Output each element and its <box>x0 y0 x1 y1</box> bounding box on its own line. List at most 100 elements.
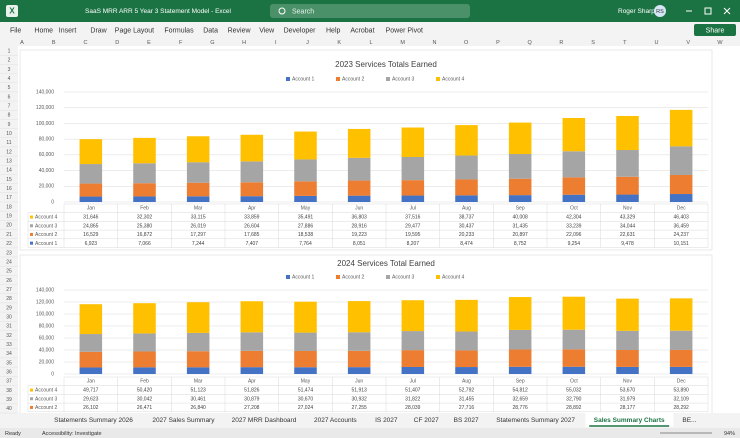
sheet-tab[interactable]: 2027 MRR Dashboard <box>232 417 297 424</box>
menu-item[interactable]: Insert <box>59 27 77 34</box>
sheet-tab[interactable]: Statements Summary 2027 <box>496 417 575 424</box>
avatar[interactable] <box>654 5 666 17</box>
menu-item[interactable]: Data <box>203 27 218 34</box>
row-header[interactable]: 18 <box>6 204 12 210</box>
column-header[interactable]: L <box>369 40 372 46</box>
bar-segment <box>616 194 639 202</box>
row-header[interactable]: 30 <box>6 314 12 320</box>
row-header[interactable]: 3 <box>8 67 11 73</box>
row-header[interactable]: 7 <box>8 103 11 109</box>
share-button[interactable] <box>694 24 736 36</box>
menu-item[interactable]: View <box>259 27 275 34</box>
row-header[interactable]: 16 <box>6 186 12 192</box>
column-header[interactable]: W <box>717 40 723 46</box>
row-header[interactable]: 32 <box>6 333 12 339</box>
column-header[interactable]: O <box>464 40 469 46</box>
search-icon <box>278 7 286 15</box>
row-header[interactable]: 28 <box>6 296 12 302</box>
row-header[interactable]: 20 <box>6 223 12 229</box>
sheet-tab[interactable]: 2027 Accounts <box>314 417 357 424</box>
row-header[interactable]: 5 <box>8 85 11 91</box>
row-header[interactable]: 17 <box>6 195 12 201</box>
row-header[interactable]: 12 <box>6 149 12 155</box>
column-header[interactable]: B <box>52 40 56 46</box>
row-header[interactable]: 24 <box>6 259 12 265</box>
row-header[interactable]: 26 <box>6 278 12 284</box>
row-header[interactable]: 2 <box>8 58 11 64</box>
row-header[interactable]: 35 <box>6 360 12 366</box>
status-accessibility[interactable]: Accessibility: Investigate <box>42 431 102 437</box>
row-header[interactable]: 39 <box>6 397 12 403</box>
menu-item[interactable]: Acrobat <box>350 27 374 34</box>
row-header[interactable]: 21 <box>6 232 12 238</box>
x-tick-label: Jan <box>87 206 95 212</box>
table-legend-key <box>30 388 33 392</box>
menu-item[interactable]: File <box>10 27 21 34</box>
menu-item[interactable]: Draw <box>90 27 107 34</box>
sheet-tab[interactable]: BS 2027 <box>454 417 479 424</box>
menu-item[interactable]: Formulas <box>164 27 194 34</box>
row-header[interactable]: 23 <box>6 250 12 256</box>
row-header[interactable]: 34 <box>6 351 12 357</box>
column-header[interactable]: A <box>20 40 24 46</box>
column-header[interactable]: F <box>179 40 183 46</box>
menu-item[interactable]: Review <box>228 27 252 34</box>
row-header[interactable]: 36 <box>6 370 12 376</box>
menu-item[interactable]: Help <box>326 27 341 34</box>
row-header[interactable]: 14 <box>6 168 12 174</box>
menu-item[interactable]: Home <box>34 27 53 34</box>
row-header[interactable]: 27 <box>6 287 12 293</box>
row-header[interactable]: 8 <box>8 113 11 119</box>
row-header[interactable]: 6 <box>8 94 11 100</box>
column-header[interactable]: H <box>242 40 246 46</box>
row-header[interactable]: 29 <box>6 305 12 311</box>
table-value: 27,208 <box>244 405 260 411</box>
row-header[interactable]: 25 <box>6 269 12 275</box>
maximize[interactable] <box>704 7 712 15</box>
table-value: 30,879 <box>244 396 260 402</box>
column-header[interactable]: U <box>655 40 659 46</box>
sheet-tab[interactable]: CF 2027 <box>414 417 439 424</box>
sheet-tab[interactable]: Statements Summary 2026 <box>54 417 133 424</box>
row-header[interactable]: 15 <box>6 177 12 183</box>
row-header[interactable]: 37 <box>6 379 12 385</box>
row-header[interactable]: 33 <box>6 342 12 348</box>
row-header[interactable]: 1 <box>8 48 11 54</box>
column-header[interactable]: V <box>686 40 690 46</box>
row-header[interactable]: 4 <box>8 76 11 82</box>
sheet-tab[interactable]: 2027 Sales Summary <box>152 417 215 424</box>
column-header[interactable]: C <box>83 40 87 46</box>
column-header[interactable]: I <box>275 40 277 46</box>
bar-segment <box>240 196 264 202</box>
column-header[interactable]: T <box>623 40 627 46</box>
row-header[interactable]: 19 <box>6 214 12 220</box>
column-header[interactable]: R <box>559 40 563 46</box>
row-header[interactable]: 11 <box>6 140 11 146</box>
search-box[interactable] <box>270 4 470 18</box>
close[interactable] <box>723 7 731 15</box>
column-header[interactable]: P <box>496 40 500 46</box>
column-header[interactable]: K <box>337 40 341 46</box>
sheet-tab[interactable]: BE... <box>682 417 696 424</box>
column-header[interactable]: J <box>306 40 309 46</box>
menu-item[interactable]: Power Pivot <box>386 27 423 34</box>
row-header[interactable]: 10 <box>6 131 12 137</box>
row-header[interactable]: 13 <box>6 159 12 165</box>
row-header[interactable]: 22 <box>6 241 12 247</box>
sheet-tab[interactable]: IS 2027 <box>375 417 398 424</box>
column-header[interactable]: E <box>147 40 151 46</box>
row-header[interactable]: 40 <box>6 406 12 412</box>
active-tab[interactable] <box>585 413 674 427</box>
sheet-tab[interactable]: Sales Summary Charts <box>594 417 665 424</box>
row-header[interactable]: 31 <box>6 324 12 330</box>
column-header[interactable]: S <box>591 40 595 46</box>
row-header[interactable]: 9 <box>8 122 11 128</box>
column-header[interactable]: M <box>400 40 405 46</box>
column-header[interactable]: Q <box>527 40 532 46</box>
menu-item[interactable]: Developer <box>284 27 317 34</box>
column-header[interactable]: G <box>210 40 214 46</box>
column-header[interactable]: N <box>432 40 436 46</box>
column-header[interactable]: D <box>115 40 119 46</box>
row-header[interactable]: 38 <box>6 388 12 394</box>
menu-item[interactable]: Page Layout <box>115 27 154 34</box>
